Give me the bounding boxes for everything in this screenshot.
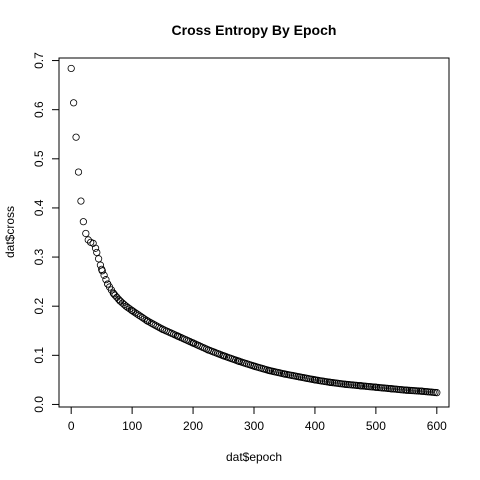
y-tick-label: 0.6 — [32, 101, 46, 118]
data-point — [431, 388, 439, 397]
data-point — [113, 293, 121, 301]
data-point — [72, 133, 80, 141]
data-point — [127, 306, 136, 314]
y-tick-label: 0.0 — [32, 396, 46, 413]
data-point — [100, 271, 108, 279]
data-point — [133, 310, 141, 318]
x-axis-label: dat$epoch — [226, 450, 282, 464]
x-tick-label: 300 — [244, 419, 264, 433]
data-point — [146, 318, 154, 326]
data-point — [67, 64, 75, 73]
data-point — [98, 267, 106, 275]
data-point — [109, 289, 117, 297]
data-point — [142, 316, 150, 324]
data-point — [77, 197, 85, 205]
chart-title: Cross Entropy By Epoch — [172, 22, 337, 38]
data-point — [126, 305, 134, 313]
data-point — [140, 315, 148, 323]
data-point — [111, 291, 119, 299]
data-point — [79, 218, 87, 226]
data-point — [137, 312, 145, 320]
y-tick-label: 0.1 — [32, 347, 46, 364]
x-tick-label: 0 — [68, 419, 75, 433]
data-point — [153, 322, 161, 330]
y-tick-label: 0.5 — [32, 150, 46, 167]
data-point — [144, 317, 152, 325]
data-point — [148, 319, 156, 327]
x-tick-label: 400 — [305, 419, 325, 433]
x-axis: 0 100 200 300 400 500 600 — [68, 406, 447, 433]
data-point — [70, 99, 78, 107]
data-point — [84, 236, 92, 244]
data-point — [138, 314, 147, 322]
x-tick-label: 100 — [122, 419, 142, 433]
data-point — [95, 255, 103, 263]
y-tick-label: 0.7 — [32, 52, 46, 69]
data-point — [124, 303, 132, 312]
data-point — [74, 168, 83, 176]
y-axis: 0.0 0.1 0.2 0.3 0.4 0.5 0.6 0.7 — [32, 52, 60, 413]
x-tick-label: 600 — [427, 419, 447, 433]
data-point — [151, 321, 159, 329]
x-tick-label: 500 — [366, 419, 386, 433]
data-point — [155, 323, 163, 331]
y-tick-label: 0.4 — [32, 199, 46, 216]
data-point — [91, 244, 100, 252]
data-point — [131, 309, 139, 317]
data-points — [67, 64, 441, 397]
x-tick-label: 200 — [183, 419, 203, 433]
data-point — [149, 320, 158, 328]
data-point — [135, 311, 143, 319]
data-point — [93, 248, 101, 257]
data-point — [129, 307, 137, 316]
data-point — [82, 229, 90, 238]
data-point — [122, 302, 130, 310]
y-tick-label: 0.3 — [32, 248, 46, 265]
data-point — [102, 276, 110, 284]
y-tick-label: 0.2 — [32, 298, 46, 315]
y-axis-label: dat$cross — [3, 206, 17, 258]
